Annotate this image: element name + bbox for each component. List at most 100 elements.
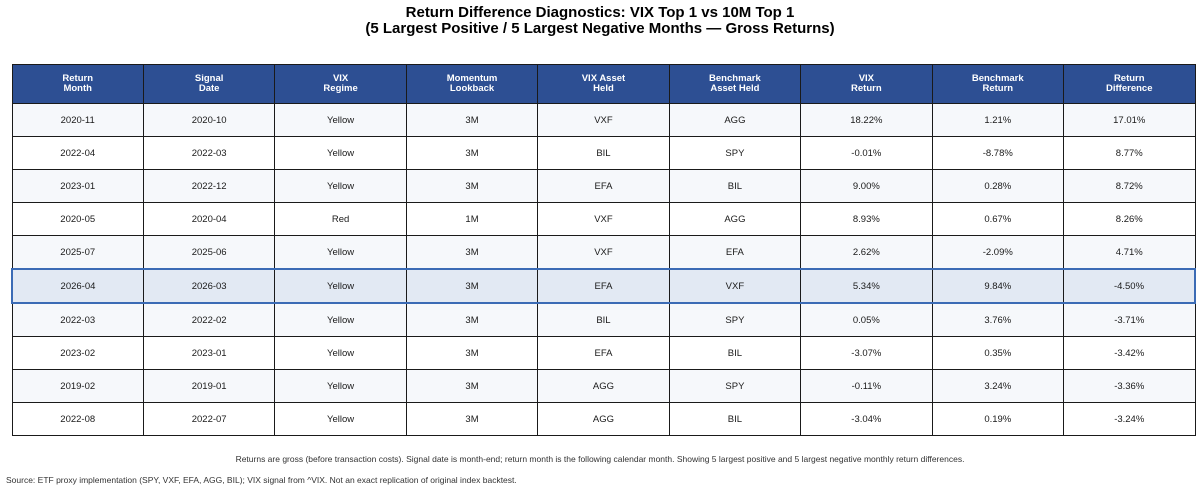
cell-momentum-lookback: 3M	[405, 235, 539, 270]
header-line: Return	[982, 83, 1014, 94]
table-row: 2019-02 2019-01 Yellow 3M AGG SPY -0.11%…	[11, 369, 1196, 403]
cell-vix-return: -3.04%	[800, 402, 933, 436]
header-line: Asset Held	[710, 83, 760, 94]
cell-vix-regime: Yellow	[274, 268, 407, 304]
cell-vix-asset: BIL	[537, 136, 670, 170]
table-row: 2020-05 2020-04 Red 1M VXF AGG 8.93% 0.6…	[11, 202, 1196, 236]
cell-vix-asset: EFA	[537, 336, 670, 370]
cell-vix-return: -0.11%	[800, 369, 933, 403]
cell-return-difference: -4.50%	[1063, 268, 1196, 304]
header-line: Difference	[1106, 83, 1153, 94]
cell-vix-asset: AGG	[537, 402, 670, 436]
table-row: 2020-11 2020-10 Yellow 3M VXF AGG 18.22%…	[11, 103, 1196, 137]
cell-momentum-lookback: 3M	[405, 169, 539, 203]
header-line: Benchmark	[709, 73, 761, 84]
cell-return-month: 2019-02	[11, 369, 144, 403]
cell-return-month: 2022-04	[11, 136, 144, 170]
column-header-vix-asset-held: VIX Asset Held	[537, 64, 670, 104]
cell-benchmark-asset: BIL	[668, 402, 802, 436]
cell-signal-date: 2022-12	[142, 169, 276, 203]
header-line: Return	[1113, 73, 1145, 84]
cell-vix-asset: EFA	[537, 268, 670, 304]
column-header-signal-date: Signal Date	[142, 64, 276, 104]
cell-vix-asset: VXF	[537, 202, 670, 236]
cell-vix-return: 5.34%	[800, 268, 933, 304]
cell-vix-return: -0.01%	[800, 136, 933, 170]
cell-benchmark-asset: EFA	[668, 235, 802, 270]
table-row-separator: 2026-04 2026-03 Yellow 3M EFA VXF 5.34% …	[10, 268, 1196, 304]
cell-benchmark-asset: VXF	[668, 268, 802, 304]
cell-vix-return: 0.05%	[800, 302, 933, 337]
column-header-return-difference: Return Difference	[1063, 64, 1196, 104]
cell-benchmark-return: 3.24%	[931, 369, 1065, 403]
column-header-vix-regime: VIX Regime	[274, 64, 407, 104]
cell-momentum-lookback: 3M	[405, 302, 539, 337]
cell-benchmark-return: 1.21%	[931, 103, 1065, 137]
cell-vix-regime: Yellow	[274, 235, 407, 270]
chart-title: Return Difference Diagnostics: VIX Top 1…	[405, 4, 795, 21]
table-row: 2023-02 2023-01 Yellow 3M EFA BIL -3.07%…	[11, 336, 1196, 370]
cell-return-month: 2022-08	[11, 402, 144, 436]
column-header-momentum-lookback: Momentum Lookback	[405, 64, 539, 104]
cell-signal-date: 2022-07	[142, 402, 276, 436]
header-line: Signal	[194, 73, 224, 84]
cell-signal-date: 2026-03	[142, 268, 276, 304]
cell-vix-asset: AGG	[537, 369, 670, 403]
cell-return-difference: -3.36%	[1063, 369, 1196, 403]
column-header-benchmark-return: Benchmark Return	[931, 64, 1065, 104]
cell-benchmark-return: -2.09%	[931, 235, 1065, 270]
cell-momentum-lookback: 1M	[405, 202, 539, 236]
cell-momentum-lookback: 3M	[405, 103, 539, 137]
table-footnote: Returns are gross (before transaction co…	[235, 454, 965, 464]
cell-vix-asset: VXF	[537, 103, 670, 137]
column-header-benchmark-asset-held: Benchmark Asset Held	[668, 64, 802, 104]
header-line: Lookback	[449, 83, 495, 94]
cell-vix-return: 2.62%	[800, 235, 933, 270]
cell-return-difference: -3.71%	[1063, 302, 1196, 337]
cell-signal-date: 2020-10	[142, 103, 276, 137]
cell-signal-date: 2022-03	[142, 136, 276, 170]
cell-signal-date: 2020-04	[142, 202, 276, 236]
cell-benchmark-return: 9.84%	[931, 268, 1065, 304]
cell-benchmark-return: -8.78%	[931, 136, 1065, 170]
cell-vix-regime: Red	[274, 202, 407, 236]
cell-benchmark-return: 0.35%	[931, 336, 1065, 370]
header-line: Return	[851, 83, 882, 94]
cell-vix-return: 8.93%	[800, 202, 933, 236]
cell-return-difference: -3.24%	[1063, 402, 1196, 436]
chart-subtitle: (5 Largest Positive / 5 Largest Negative…	[365, 20, 835, 37]
cell-benchmark-asset: BIL	[668, 169, 802, 203]
cell-benchmark-return: 3.76%	[931, 302, 1065, 337]
cell-benchmark-asset: SPY	[668, 136, 802, 170]
column-header-vix-return: VIX Return	[800, 64, 933, 104]
table-row: 2023-01 2022-12 Yellow 3M EFA BIL 9.00% …	[11, 169, 1196, 203]
header-line: VIX	[332, 73, 349, 84]
table-header: Return Month Signal Date VIX Regime Momentu…	[11, 64, 1196, 104]
header-line: VIX	[858, 73, 874, 84]
cell-return-difference: -3.42%	[1063, 336, 1196, 370]
cell-return-month: 2022-03	[11, 302, 144, 337]
cell-return-difference: 8.77%	[1063, 136, 1196, 170]
header-line: Return	[62, 73, 94, 84]
header-line: Held	[593, 83, 614, 94]
cell-momentum-lookback: 3M	[405, 268, 539, 304]
cell-signal-date: 2023-01	[142, 336, 276, 370]
diagnostics-table: Return Month Signal Date VIX Regime Momentu…	[10, 64, 1196, 436]
cell-return-difference: 4.71%	[1063, 235, 1196, 270]
header-line: Benchmark	[971, 73, 1024, 84]
cell-vix-regime: Yellow	[274, 136, 407, 170]
cell-vix-regime: Yellow	[274, 369, 407, 403]
header-line: Regime	[323, 83, 358, 94]
table-row: 2025-07 2025-06 Yellow 3M VXF EFA 2.62% …	[11, 235, 1196, 270]
cell-benchmark-return: 0.67%	[931, 202, 1065, 236]
cell-momentum-lookback: 3M	[405, 369, 539, 403]
cell-return-difference: 8.26%	[1063, 202, 1196, 236]
cell-vix-return: 18.22%	[800, 103, 933, 137]
cell-vix-asset: BIL	[537, 302, 670, 337]
cell-vix-regime: Yellow	[274, 402, 407, 436]
header-line: VIX Asset	[581, 73, 626, 84]
cell-signal-date: 2019-01	[142, 369, 276, 403]
cell-return-month: 2023-02	[11, 336, 144, 370]
cell-return-month: 2020-11	[11, 103, 144, 137]
cell-vix-regime: Yellow	[274, 169, 407, 203]
